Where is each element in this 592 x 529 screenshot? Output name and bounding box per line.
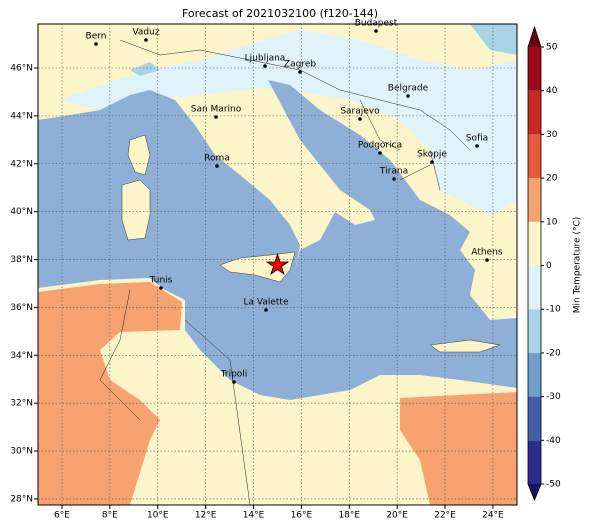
city-dot xyxy=(378,151,382,155)
y-tick-label: 36°N xyxy=(10,303,33,313)
y-tick-label: 40°N xyxy=(10,207,33,217)
city-label: Bern xyxy=(86,32,107,42)
city-dot xyxy=(358,117,362,121)
colorbar-extend-low xyxy=(528,484,541,500)
y-tick-label: 44°N xyxy=(10,111,33,121)
city-label: La Valette xyxy=(244,298,289,308)
colorbar-segment xyxy=(528,396,541,441)
colder-area xyxy=(130,24,517,76)
city-dot xyxy=(264,308,268,312)
city-label: Tripoli xyxy=(220,370,248,380)
city-label: Skopje xyxy=(417,150,447,160)
colorbar-segment xyxy=(528,47,541,91)
colorbar-label: Min Temperature (°C) xyxy=(573,217,583,314)
colorbar-tick-label: 10 xyxy=(546,217,558,227)
colorbar-tick-label: -50 xyxy=(546,480,561,490)
city-dot xyxy=(475,144,479,148)
city-label: Belgrade xyxy=(388,84,429,94)
y-tick-label: 38°N xyxy=(10,255,33,265)
colorbar-tick-label: -10 xyxy=(546,305,561,315)
colorbar-tick-label: -20 xyxy=(546,348,561,358)
colorbar-tick-label: 40 xyxy=(546,86,558,96)
colorbar-segment xyxy=(528,134,541,179)
colorbar-tick-label: 30 xyxy=(546,130,558,140)
colorbar-tick-label: -30 xyxy=(546,392,561,402)
map xyxy=(38,24,517,505)
city-label: Podgorica xyxy=(358,141,402,151)
colorbar-tick-label: 20 xyxy=(546,174,558,184)
colorbar-tick-label: 0 xyxy=(546,261,552,271)
y-tick-label: 28°N xyxy=(10,494,33,504)
city-label: Sofia xyxy=(466,134,488,144)
colorbar-tick-label: -40 xyxy=(546,436,561,446)
y-tick-label: 30°N xyxy=(10,447,33,457)
x-tick-label: 20°E xyxy=(386,511,408,521)
x-tick-label: 16°E xyxy=(291,511,313,521)
city-dot xyxy=(215,164,219,168)
city-dot xyxy=(406,94,410,98)
map-frame xyxy=(37,23,518,506)
city-label: Budapest xyxy=(355,19,398,29)
colorbar-segment xyxy=(528,178,541,222)
crete xyxy=(429,339,501,353)
warm-area xyxy=(38,282,517,505)
city-dot xyxy=(263,64,267,68)
x-tick-label: 6°E xyxy=(54,511,70,521)
city-dot xyxy=(485,258,489,262)
city-label: Zagreb xyxy=(284,60,316,70)
colorbar-segment xyxy=(528,265,541,310)
x-tick-label: 8°E xyxy=(102,511,118,521)
sardinia xyxy=(121,179,151,241)
colorbar-extend-high xyxy=(528,27,541,47)
city-label: Tirana xyxy=(379,167,408,177)
x-tick-label: 14°E xyxy=(243,511,265,521)
city-dot xyxy=(430,160,434,164)
city-label: Athens xyxy=(471,248,502,258)
city-label: Sarajevo xyxy=(340,107,380,117)
colorbar-segment xyxy=(528,352,541,397)
y-tick-label: 46°N xyxy=(10,64,33,74)
x-tick-label: 18°E xyxy=(338,511,360,521)
city-label: San Marino xyxy=(191,105,242,115)
borders xyxy=(99,39,471,505)
city-dot xyxy=(159,286,163,290)
city-dot xyxy=(392,177,396,181)
y-tick-label: 42°N xyxy=(10,159,33,169)
colorbar-segment xyxy=(528,440,541,484)
colorbar-segment xyxy=(528,309,541,353)
y-tick-label: 32°N xyxy=(10,399,33,409)
x-tick-label: 12°E xyxy=(195,511,217,521)
city-label: Tunis xyxy=(149,276,173,286)
corsica xyxy=(127,134,151,176)
y-tick-label: 34°N xyxy=(10,351,33,361)
city-label: Vaduz xyxy=(132,28,159,38)
colorbar-tick-label: 50 xyxy=(546,43,558,53)
city-dot xyxy=(298,70,302,74)
city-dot xyxy=(232,380,236,384)
city-label: Roma xyxy=(204,154,230,164)
city-dot xyxy=(374,29,378,33)
event-star xyxy=(265,252,290,276)
city-dot xyxy=(144,38,148,42)
sea xyxy=(38,80,517,400)
colorbar-segment xyxy=(528,221,541,266)
x-tick-label: 22°E xyxy=(434,511,456,521)
colorbar-segment xyxy=(528,90,541,135)
city-dot xyxy=(94,42,98,46)
x-tick-label: 24°E xyxy=(482,511,504,521)
title: Forecast of 2021032100 (f120-144) xyxy=(182,7,378,20)
city-label: Ljubljana xyxy=(245,54,286,64)
x-tick-label: 10°E xyxy=(147,511,169,521)
city-dot xyxy=(214,115,218,119)
cold-area xyxy=(60,30,517,215)
